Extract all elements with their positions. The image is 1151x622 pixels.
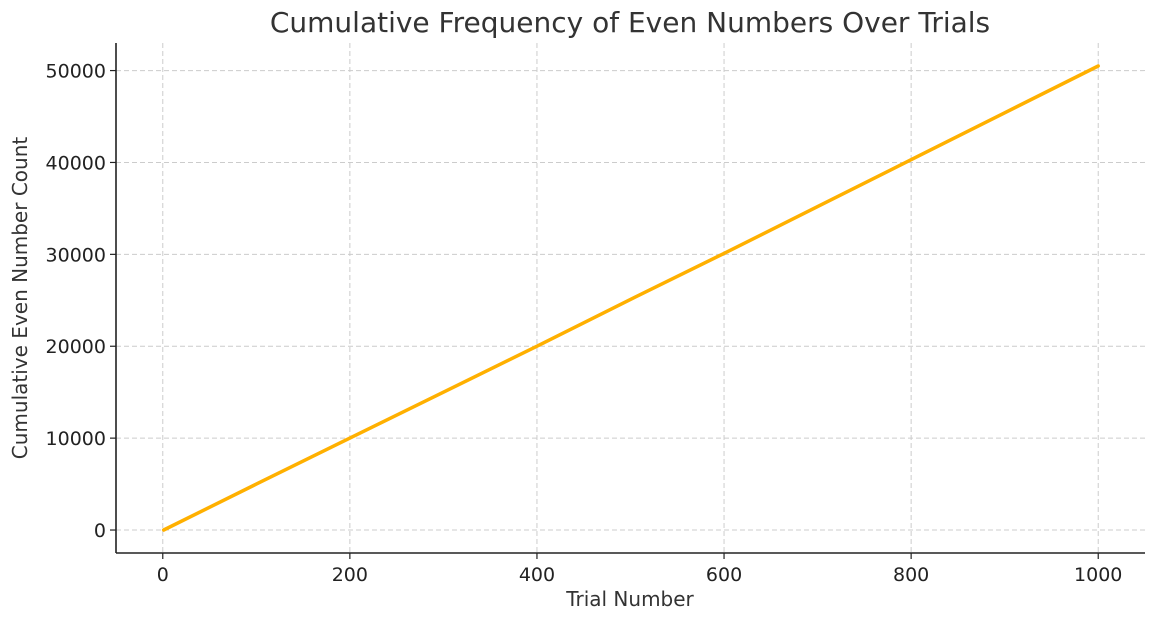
x-tick-label: 600	[706, 564, 742, 586]
y-tick-label: 0	[94, 520, 106, 542]
y-tick-label: 40000	[46, 152, 106, 174]
y-tick-label: 10000	[46, 428, 106, 450]
y-tick-label: 20000	[46, 336, 106, 358]
series-layer	[161, 64, 1100, 532]
x-tick-label: 0	[157, 564, 169, 586]
y-tick-label: 30000	[46, 244, 106, 266]
ticks: 0 200 400 600 800 100001000020000300004000050…	[46, 61, 1123, 586]
x-tick-label: 200	[332, 564, 368, 586]
chart-title: Cumulative Frequency of Even Numbers Ove…	[270, 6, 990, 39]
y-axis-label: Cumulative Even Number Count	[8, 137, 32, 460]
x-tick-label: 400	[519, 564, 555, 586]
grid	[116, 43, 1145, 553]
series-line	[161, 64, 1100, 532]
x-axis-label: Trial Number	[565, 587, 694, 611]
y-tick-label: 50000	[46, 61, 106, 83]
axes	[115, 43, 1145, 554]
x-tick-label: 800	[893, 564, 929, 586]
x-tick-label: 1000	[1074, 564, 1122, 586]
